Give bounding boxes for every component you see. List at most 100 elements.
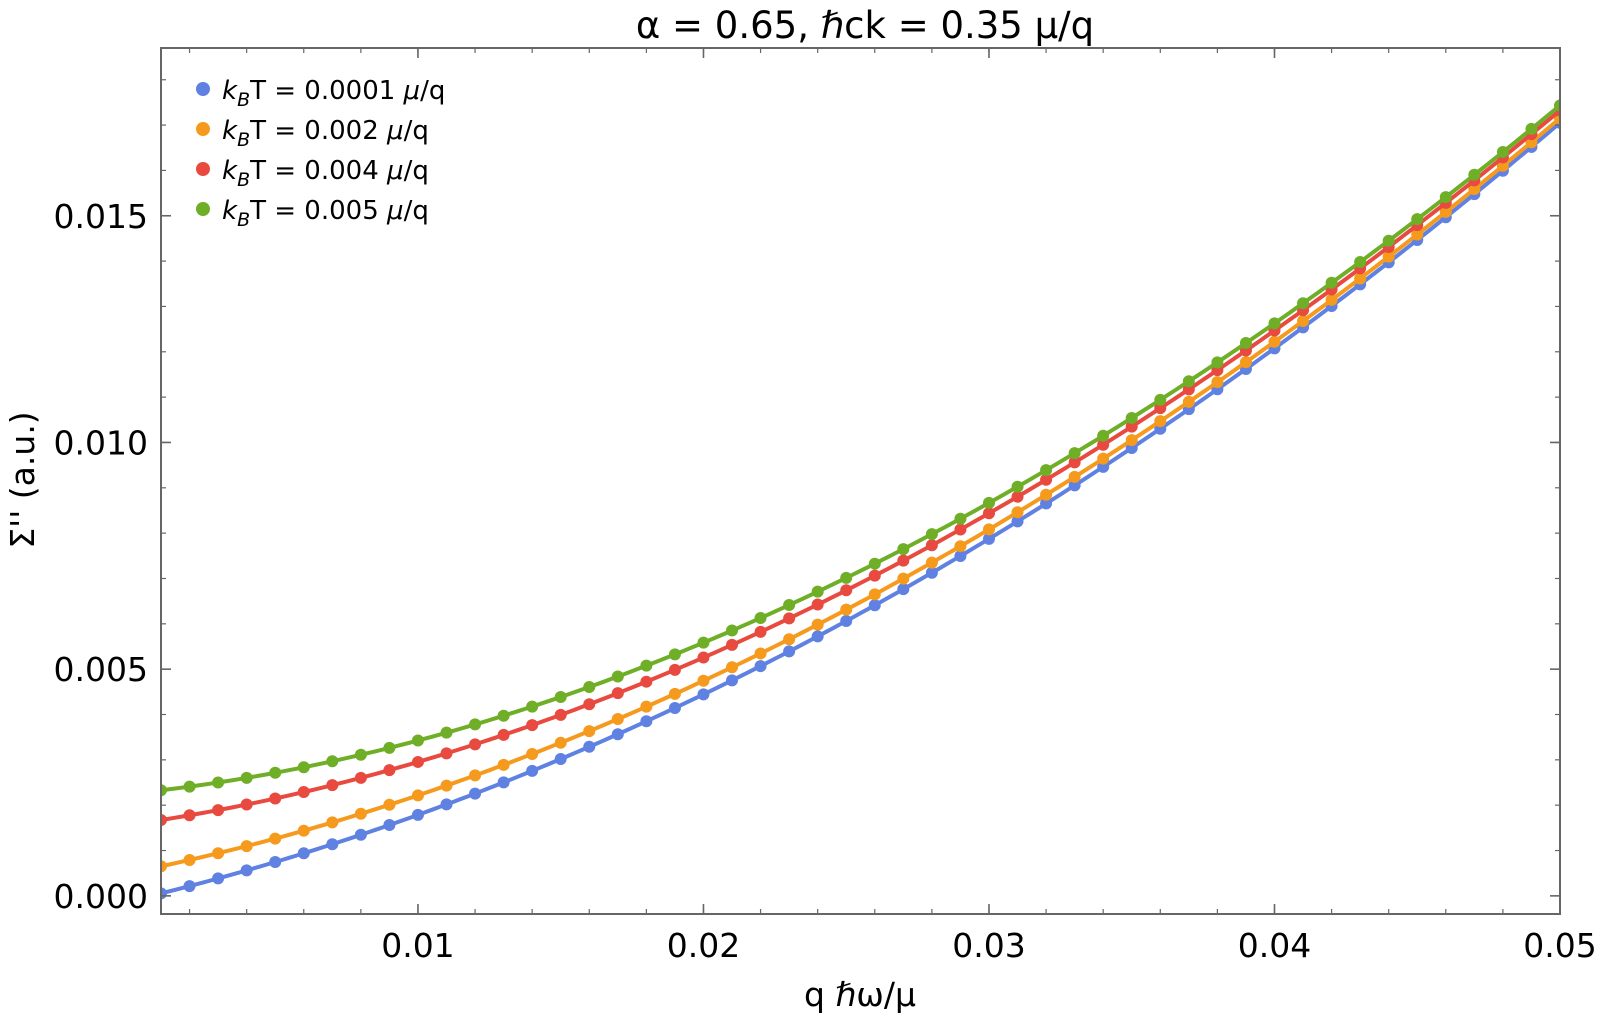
data-point — [668, 648, 681, 661]
data-point — [754, 647, 767, 660]
data-point — [811, 618, 824, 631]
data-point — [754, 611, 767, 624]
data-point — [526, 747, 539, 760]
data-point — [526, 700, 539, 713]
data-point — [811, 630, 824, 643]
data-point — [469, 718, 482, 731]
data-point — [354, 807, 367, 820]
data-point — [526, 719, 539, 732]
legend-label: kBT = 0.004 μ/q — [222, 156, 429, 191]
legend: kBT = 0.0001 μ/q kBT = 0.002 μ/q kBT = 0.0… — [196, 76, 445, 231]
data-point — [383, 819, 396, 832]
data-point — [1125, 412, 1138, 424]
data-point — [354, 828, 367, 841]
data-point — [326, 838, 339, 851]
legend-label: kBT = 0.005 μ/q — [222, 196, 429, 231]
data-point — [212, 776, 225, 789]
data-point — [897, 554, 910, 567]
data-point — [354, 771, 367, 784]
y-tick-label: 0.005 — [54, 650, 148, 689]
data-point — [583, 698, 596, 711]
data-point — [183, 809, 196, 822]
data-point — [754, 625, 767, 638]
x-tick-label: 0.03 — [952, 926, 1025, 965]
data-point — [726, 638, 739, 651]
data-point — [497, 709, 510, 722]
data-point — [726, 624, 739, 637]
data-point — [1297, 315, 1310, 328]
data-point — [783, 633, 796, 646]
legend-item: kBT = 0.002 μ/q — [196, 116, 429, 151]
data-point — [1182, 375, 1195, 388]
data-point — [668, 702, 681, 714]
data-point — [326, 816, 339, 829]
data-point — [1068, 447, 1081, 460]
data-point — [354, 748, 367, 761]
data-point — [212, 847, 225, 860]
data-point — [1468, 183, 1481, 196]
data-point — [411, 734, 424, 747]
data-point — [726, 674, 739, 687]
data-point — [326, 779, 339, 792]
data-point — [1040, 488, 1053, 501]
data-point — [1297, 297, 1310, 310]
data-point — [554, 708, 567, 721]
data-point — [583, 680, 596, 693]
data-point — [1040, 464, 1053, 477]
series-2 — [161, 112, 1560, 873]
series-4 — [161, 99, 1560, 797]
legend-label: kBT = 0.0001 μ/q — [222, 76, 445, 111]
data-point — [440, 747, 453, 760]
data-point — [1354, 272, 1367, 285]
data-point — [982, 496, 995, 509]
legend-marker — [196, 122, 210, 136]
data-point — [440, 798, 453, 811]
data-point — [783, 645, 796, 658]
data-point — [161, 860, 167, 873]
data-point — [640, 675, 653, 688]
legend-item: kBT = 0.0001 μ/q — [196, 76, 445, 111]
data-point — [383, 741, 396, 754]
legend-marker — [196, 162, 210, 176]
data-point — [497, 728, 510, 741]
data-point — [783, 599, 796, 612]
data-point — [297, 847, 310, 860]
data-point — [925, 528, 938, 541]
data-point — [1097, 429, 1110, 442]
y-axis-label: Σ'' (a.u.) — [3, 411, 42, 548]
data-point — [1211, 376, 1224, 389]
data-point — [1011, 490, 1024, 503]
data-point — [411, 808, 424, 821]
data-point — [583, 725, 596, 738]
legend-item: kBT = 0.004 μ/q — [196, 156, 429, 191]
data-point — [183, 780, 196, 793]
data-point — [982, 507, 995, 520]
data-point — [161, 784, 167, 797]
data-point — [1325, 276, 1338, 289]
data-point — [925, 566, 938, 579]
data-point — [269, 766, 282, 779]
data-point — [212, 872, 225, 885]
data-point — [1439, 191, 1452, 204]
plot-area — [161, 99, 1560, 900]
data-point — [982, 532, 995, 545]
data-point — [1068, 456, 1081, 469]
data-point — [297, 761, 310, 774]
data-point — [1211, 356, 1224, 369]
data-point — [868, 599, 881, 612]
data-point — [1468, 168, 1481, 181]
x-tick-label: 0.04 — [1238, 926, 1311, 965]
data-point — [811, 598, 824, 611]
data-point — [269, 792, 282, 805]
data-point — [1439, 205, 1452, 218]
data-point — [240, 798, 253, 811]
data-point — [668, 663, 681, 676]
data-point — [611, 713, 624, 726]
data-point — [1411, 213, 1424, 226]
data-point — [1154, 415, 1167, 428]
data-point — [326, 755, 339, 768]
data-point — [1125, 420, 1138, 433]
data-point — [954, 549, 967, 562]
legend-marker — [196, 202, 210, 216]
